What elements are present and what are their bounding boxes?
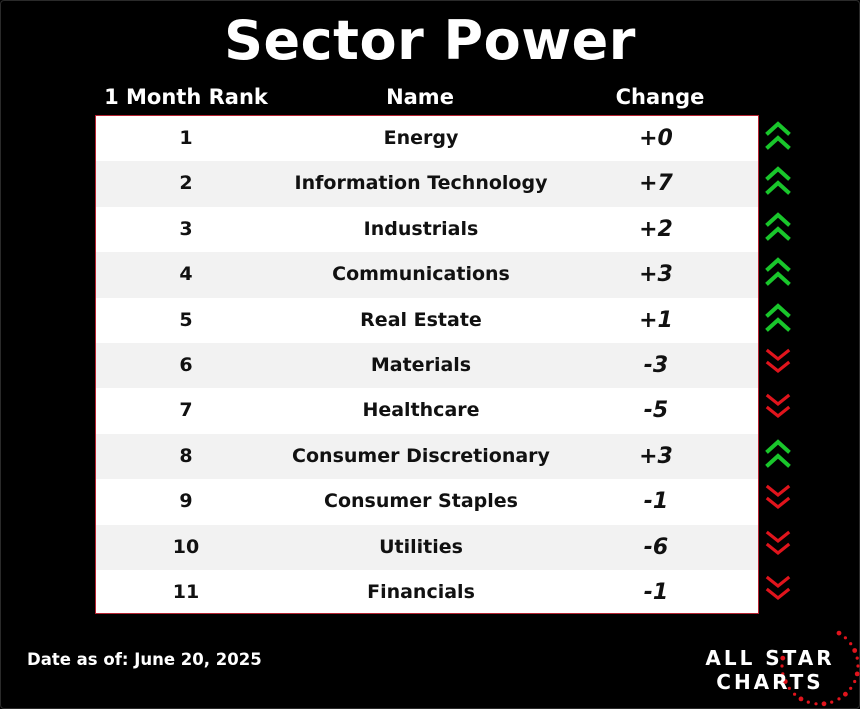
name-cell: Consumer Discretionary xyxy=(292,444,550,467)
change-cell: +2 xyxy=(639,216,673,242)
name-cell: Consumer Staples xyxy=(324,490,518,513)
change-cell: +3 xyxy=(639,443,673,469)
change-cell: +1 xyxy=(639,307,673,333)
table-row: 8 Consumer Discretionary +3 xyxy=(96,433,758,480)
change-cell: -1 xyxy=(643,580,669,605)
name-cell: Utilities xyxy=(379,535,463,558)
rank-cell: 1 xyxy=(179,127,193,149)
double-chevron-down-icon xyxy=(765,346,791,386)
rank-cell: 2 xyxy=(179,172,193,195)
rank-cell: 9 xyxy=(179,490,193,513)
name-cell: Healthcare xyxy=(362,399,480,422)
table-row: 11 Financials -1 xyxy=(96,570,758,613)
change-cell: -1 xyxy=(643,489,669,515)
table-row: 2 Information Technology +7 xyxy=(96,161,758,207)
double-chevron-down-icon xyxy=(765,391,791,431)
logo-line2: CHARTS xyxy=(716,670,824,694)
change-cell: +0 xyxy=(639,126,673,151)
change-cell: +7 xyxy=(639,171,673,197)
name-cell: Real Estate xyxy=(360,308,482,331)
logo-line1: ALL STAR xyxy=(705,646,835,670)
date-label: Date as of: June 20, 2025 xyxy=(27,650,262,669)
table-row: 9 Consumer Staples -1 xyxy=(96,479,758,524)
table-row: 7 Healthcare -5 xyxy=(96,388,758,433)
rank-cell: 8 xyxy=(179,444,193,467)
table-row: 5 Real Estate +1 xyxy=(96,298,758,343)
header-change: Change xyxy=(615,85,705,109)
double-chevron-up-icon xyxy=(765,119,791,159)
rank-cell: 5 xyxy=(179,308,193,331)
name-cell: Energy xyxy=(383,127,459,149)
chart-title: Sector Power xyxy=(224,9,636,72)
name-cell: Communications xyxy=(332,263,510,286)
table-row: 10 Utilities -6 xyxy=(96,524,758,570)
rank-cell: 10 xyxy=(172,535,200,558)
table-row: 3 Industrials +2 xyxy=(96,207,758,252)
name-cell: Materials xyxy=(370,354,472,376)
table-row: 1 Energy +0 xyxy=(96,116,758,161)
double-chevron-down-icon xyxy=(765,528,791,568)
double-chevron-down-icon xyxy=(765,573,791,613)
change-cell: -5 xyxy=(643,398,669,424)
double-chevron-up-icon xyxy=(765,437,791,477)
change-cell: -6 xyxy=(643,534,669,560)
header-rank: 1 Month Rank xyxy=(104,85,268,109)
rank-cell: 11 xyxy=(172,581,200,603)
all-star-charts-logo: ALL STAR CHARTS xyxy=(700,620,860,709)
name-cell: Financials xyxy=(367,581,475,603)
name-cell: Information Technology xyxy=(294,172,548,195)
table-row: 6 Materials -3 xyxy=(96,343,758,389)
change-cell: +3 xyxy=(639,262,673,288)
sector-table: 1 Energy +0 2 Information Technology +7 3 Indus… xyxy=(95,115,759,614)
double-chevron-up-icon xyxy=(765,164,791,204)
logo-star-ring-icon xyxy=(780,630,860,707)
rank-cell: 3 xyxy=(179,217,193,240)
change-cell: -3 xyxy=(643,353,669,378)
double-chevron-down-icon xyxy=(765,482,791,522)
rank-cell: 7 xyxy=(179,399,193,422)
name-cell: Industrials xyxy=(363,217,479,240)
header-name: Name xyxy=(386,85,454,109)
double-chevron-up-icon xyxy=(765,255,791,295)
double-chevron-up-icon xyxy=(765,301,791,341)
rank-cell: 6 xyxy=(179,354,193,376)
rank-cell: 4 xyxy=(179,263,193,286)
table-row: 4 Communications +3 xyxy=(96,252,758,298)
double-chevron-up-icon xyxy=(765,210,791,250)
